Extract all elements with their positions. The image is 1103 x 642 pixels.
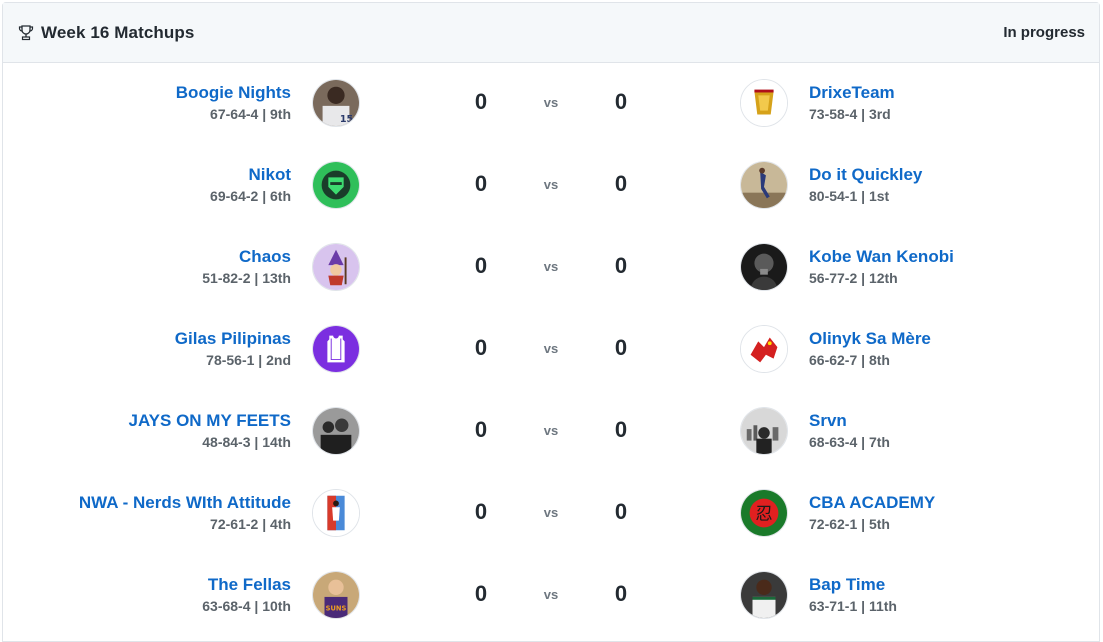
team-right: Do it Quickley 80-54-1 | 1st [809, 164, 922, 206]
trophy-icon [17, 24, 35, 42]
green-red-seal-avatar[interactable]: 忍 [740, 489, 788, 537]
matchup-row[interactable]: The Fellas 63-68-4 | 10th SUNS 0 vs 0 Ba… [3, 555, 1099, 637]
team-record: 78-56-1 | 2nd [206, 352, 291, 368]
status-label: In progress [1003, 24, 1085, 41]
player-jersey-15-avatar[interactable]: 15 [312, 79, 360, 127]
team-name-link[interactable]: CBA ACADEMY [809, 493, 936, 512]
vs-label: vs [543, 341, 559, 356]
dunk-photo-avatar[interactable] [740, 161, 788, 209]
green-knight-avatar[interactable] [312, 161, 360, 209]
team-name-link[interactable]: Kobe Wan Kenobi [809, 247, 954, 266]
team-record: 51-82-2 | 13th [202, 270, 291, 286]
team-left: Gilas Pilipinas 78-56-1 | 2nd [175, 328, 291, 370]
matchup-row[interactable]: Gilas Pilipinas 78-56-1 | 2nd 0 vs 0 Oli… [3, 309, 1099, 391]
score-left: 0 [474, 171, 488, 196]
team-right: CBA ACADEMY 72-62-1 | 5th [809, 492, 935, 534]
celtics-player-avatar[interactable] [740, 571, 788, 619]
team-name-link[interactable]: Olinyk Sa Mère [809, 329, 931, 348]
team-record: 56-77-2 | 12th [809, 270, 898, 286]
team-right: DrixeTeam 73-58-4 | 3rd [809, 82, 895, 124]
team-name-link[interactable]: Nikot [248, 165, 292, 184]
score-right: 0 [614, 253, 628, 278]
purple-jersey-avatar[interactable] [312, 325, 360, 373]
score-right: 0 [614, 417, 628, 442]
score-right: 0 [614, 89, 628, 114]
team-right: Bap Time 63-71-1 | 11th [809, 574, 897, 616]
team-name-link[interactable]: Bap Time [809, 575, 886, 594]
matchup-row[interactable]: JAYS ON MY FEETS 48-84-3 | 14th 0 vs 0 S… [3, 391, 1099, 473]
vs-label: vs [543, 505, 559, 520]
vs-label: vs [543, 259, 559, 274]
score-right: 0 [614, 499, 628, 524]
score-left: 0 [474, 499, 488, 524]
team-left: JAYS ON MY FEETS 48-84-3 | 14th [129, 410, 292, 452]
team-name-link[interactable]: Boogie Nights [175, 83, 291, 102]
score-left: 0 [474, 581, 488, 606]
team-record: 69-64-2 | 6th [210, 188, 291, 204]
bw-skyline-avatar[interactable] [740, 407, 788, 455]
team-name-link[interactable]: Do it Quickley [809, 165, 923, 184]
team-right: Kobe Wan Kenobi 56-77-2 | 12th [809, 246, 954, 288]
matchup-row[interactable]: Nikot 69-64-2 | 6th 0 vs 0 Do it Quickle… [3, 145, 1099, 227]
matchup-row[interactable]: Chaos 51-82-2 | 13th 0 vs 0 Kobe Wan Ken… [3, 227, 1099, 309]
team-right: Srvn 68-63-4 | 7th [809, 410, 890, 452]
team-name-link[interactable]: NWA - Nerds WIth Attitude [78, 493, 291, 512]
team-left: The Fellas 63-68-4 | 10th [202, 574, 291, 616]
team-record: 68-63-4 | 7th [809, 434, 890, 450]
vs-label: vs [543, 95, 559, 110]
team-name-link[interactable]: Gilas Pilipinas [174, 329, 291, 348]
score-right: 0 [614, 581, 628, 606]
score-left: 0 [474, 89, 488, 114]
team-name-link[interactable]: Chaos [239, 247, 291, 266]
vs-label: vs [543, 177, 559, 192]
score-left: 0 [474, 335, 488, 360]
team-record: 48-84-3 | 14th [202, 434, 291, 450]
team-record: 63-68-4 | 10th [202, 598, 291, 614]
team-left: Nikot 69-64-2 | 6th [210, 164, 291, 206]
team-record: 80-54-1 | 1st [809, 188, 890, 204]
svg-text:15: 15 [340, 114, 353, 125]
bw-group-avatar[interactable] [312, 407, 360, 455]
team-record: 72-61-2 | 4th [210, 516, 291, 532]
bw-portrait-avatar[interactable] [740, 243, 788, 291]
purple-wizard-avatar[interactable] [312, 243, 360, 291]
matchup-list: Boogie Nights 67-64-4 | 9th 15 0 vs 0 Dr… [3, 63, 1099, 637]
score-right: 0 [614, 335, 628, 360]
team-left: NWA - Nerds WIth Attitude 72-61-2 | 4th [79, 492, 291, 534]
team-name-link[interactable]: Srvn [809, 411, 847, 430]
matchup-row[interactable]: Boogie Nights 67-64-4 | 9th 15 0 vs 0 Dr… [3, 63, 1099, 145]
team-right: Olinyk Sa Mère 66-62-7 | 8th [809, 328, 931, 370]
team-left: Chaos 51-82-2 | 13th [202, 246, 291, 288]
vs-label: vs [543, 423, 559, 438]
page-title: Week 16 Matchups [41, 22, 195, 42]
gold-logo-avatar[interactable] [740, 79, 788, 127]
score-right: 0 [614, 171, 628, 196]
team-record: 63-71-1 | 11th [809, 598, 897, 614]
suns-player-avatar[interactable]: SUNS [312, 571, 360, 619]
svg-text:忍: 忍 [755, 505, 772, 525]
team-record: 72-62-1 | 5th [809, 516, 890, 532]
score-left: 0 [474, 417, 488, 442]
team-record: 67-64-4 | 9th [210, 106, 291, 122]
red-dragon-avatar[interactable] [740, 325, 788, 373]
team-name-link[interactable]: The Fellas [207, 575, 291, 594]
matchups-header: Week 16 Matchups In progress [3, 3, 1099, 63]
team-record: 66-62-7 | 8th [809, 352, 890, 368]
team-name-link[interactable]: JAYS ON MY FEETS [128, 411, 292, 430]
score-left: 0 [474, 253, 488, 278]
matchup-row[interactable]: NWA - Nerds WIth Attitude 72-61-2 | 4th … [3, 473, 1099, 555]
vs-label: vs [543, 587, 559, 602]
team-name-link[interactable]: DrixeTeam [809, 83, 895, 102]
svg-text:SUNS: SUNS [326, 604, 347, 612]
player-card-avatar[interactable] [312, 489, 360, 537]
team-left: Boogie Nights 67-64-4 | 9th [176, 82, 291, 124]
team-record: 73-58-4 | 3rd [809, 106, 891, 122]
header-title-group: Week 16 Matchups [17, 23, 194, 43]
